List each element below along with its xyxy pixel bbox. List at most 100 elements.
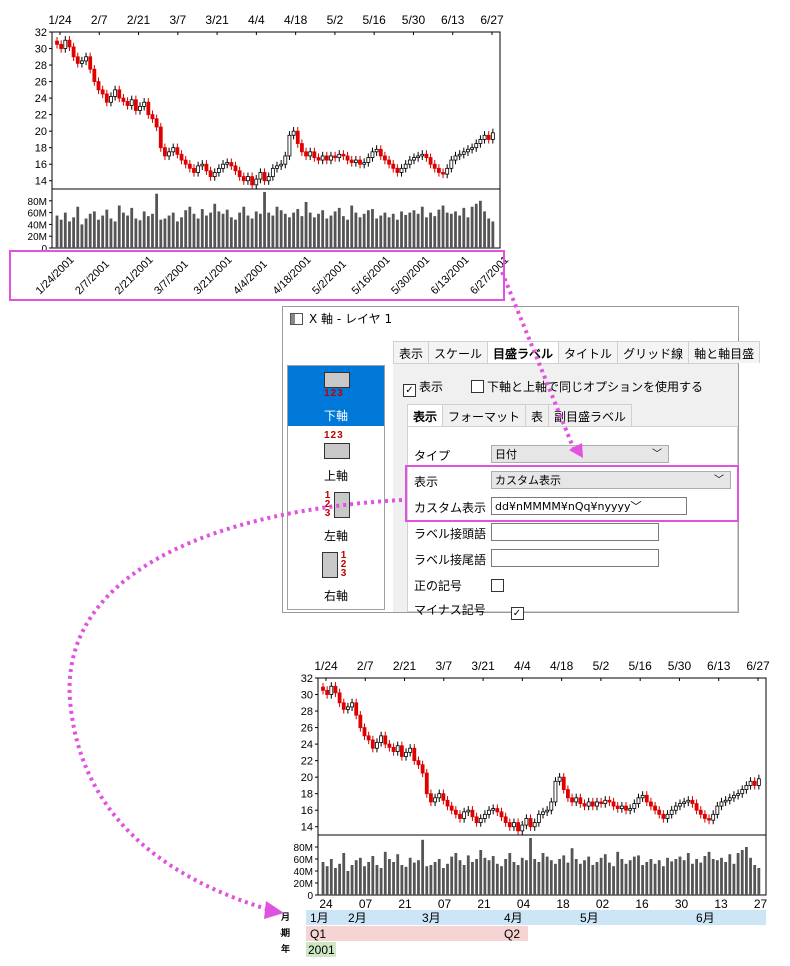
day-label: 18 <box>556 897 570 911</box>
candle-body <box>366 157 371 163</box>
plus-sign-checkbox[interactable] <box>491 579 504 592</box>
tab-axis-ticks[interactable]: 軸と軸目盛 <box>688 341 761 363</box>
volume-bar <box>329 859 333 895</box>
candle-body <box>524 818 529 826</box>
volume-bar <box>478 200 482 248</box>
candle-body <box>387 159 391 165</box>
display-select[interactable]: カスタム表示 ﹀ <box>491 471 731 489</box>
minus-sign-checkbox[interactable]: ✓ <box>510 607 524 620</box>
side-item-right-axis[interactable]: 123 右軸 <box>288 546 384 606</box>
candle-body <box>453 155 458 161</box>
candle-body <box>316 157 321 161</box>
tab-scale[interactable]: スケール <box>428 341 489 363</box>
dialog-title-bar[interactable]: X 軸 - レイヤ 1 <box>283 307 738 331</box>
tab-title[interactable]: タイトル <box>558 341 619 363</box>
month-label: 4/4 <box>514 659 531 673</box>
volume-tick-label: 60M <box>28 209 47 220</box>
volume-bar <box>308 212 312 248</box>
same-option-checkbox[interactable] <box>471 380 484 393</box>
volume-bar <box>300 216 304 248</box>
show-checkbox[interactable]: ✓ <box>403 384 416 397</box>
candle-body <box>436 167 441 173</box>
display-label: 表示 <box>414 475 439 489</box>
candle-body <box>599 801 604 805</box>
volume-bar <box>366 210 370 248</box>
volume-bar <box>487 860 491 895</box>
same-option-row[interactable]: 下軸と上軸で同じオプションを使用する <box>471 378 703 395</box>
side-item-bottom-axis[interactable]: 123 下軸 <box>288 366 384 426</box>
show-checkbox-row[interactable]: ✓ 表示 <box>403 378 443 397</box>
price-tick-label: 24 <box>35 93 47 105</box>
show-checkbox-label: 表示 <box>419 380 444 394</box>
volume-bar <box>350 865 354 895</box>
candle-body <box>669 809 674 815</box>
volume-bar <box>329 215 333 248</box>
day-label: 16 <box>635 897 649 911</box>
year-label: 2001 <box>308 943 335 957</box>
candle-body <box>432 163 437 169</box>
candle-body <box>270 167 275 178</box>
volume-bar <box>657 860 661 895</box>
subtab-minor-labels[interactable]: 副目盛ラベル <box>548 404 633 428</box>
month-label: 5/30 <box>402 13 426 27</box>
volume-bar <box>151 213 154 248</box>
candle-body <box>246 176 250 182</box>
day-label: 24 <box>319 897 333 911</box>
volume-bar <box>325 866 329 895</box>
candle-body <box>657 809 662 815</box>
side-item-top-axis[interactable]: 123 上軸 <box>288 426 384 486</box>
volume-bar <box>529 838 532 895</box>
prefix-input[interactable] <box>491 523 659 541</box>
candle-body <box>470 809 475 818</box>
tab-tick-labels[interactable]: 目盛ラベル <box>487 341 560 363</box>
volume-bar <box>421 839 425 895</box>
price-tick-label: 20 <box>35 126 47 138</box>
candle-body <box>142 101 147 107</box>
candle-body <box>375 742 379 749</box>
month-label: 4/4 <box>248 13 265 27</box>
candle-body <box>719 801 724 807</box>
volume-bar <box>558 859 562 895</box>
price-tick-label: 16 <box>301 805 313 817</box>
suffix-input[interactable] <box>491 549 659 567</box>
volume-bar <box>404 866 408 895</box>
custom-display-combo[interactable]: dd¥nMMMM¥nQq¥nyyyy﹀ <box>491 497 687 515</box>
candle-body <box>383 735 388 745</box>
type-select[interactable]: 日付 ﹀ <box>491 445 669 463</box>
candle-body <box>478 139 483 144</box>
subtab-display[interactable]: 表示 <box>407 404 444 428</box>
side-item-label: 下軸 <box>323 409 348 423</box>
volume-bar <box>479 850 483 895</box>
tab-display[interactable]: 表示 <box>393 341 430 363</box>
price-tick-label: 18 <box>35 143 47 155</box>
month-band <box>306 910 766 925</box>
candle-body <box>566 789 570 799</box>
candle-body <box>88 56 93 70</box>
volume-bar <box>371 209 374 248</box>
type-label: タイプ <box>414 449 451 463</box>
volume-bar <box>263 191 266 248</box>
candle-body <box>516 822 520 832</box>
subtab-table[interactable]: 表 <box>525 404 550 428</box>
volume-tick-label: 40M <box>28 220 47 231</box>
volume-bar <box>400 865 404 895</box>
volume-bar <box>250 218 254 248</box>
tab-grid-lines[interactable]: グリッド線 <box>617 341 690 363</box>
month-label: 2/7 <box>357 659 374 673</box>
month-band-label: 6月 <box>696 911 715 925</box>
candle-body <box>474 816 479 824</box>
candle-body <box>337 692 342 704</box>
subtab-format[interactable]: フォーマット <box>442 404 527 428</box>
volume-bar <box>363 866 366 895</box>
volume-bar <box>350 205 354 248</box>
volume-bar <box>578 863 582 895</box>
volume-bar <box>109 218 113 248</box>
volume-bar <box>466 217 470 248</box>
side-item-left-axis[interactable]: 123 左軸 <box>288 486 384 546</box>
volume-bar <box>371 856 375 895</box>
candle-body <box>607 799 612 803</box>
candle-body <box>429 793 433 803</box>
candle-body <box>433 797 437 803</box>
volume-bar <box>620 859 624 895</box>
